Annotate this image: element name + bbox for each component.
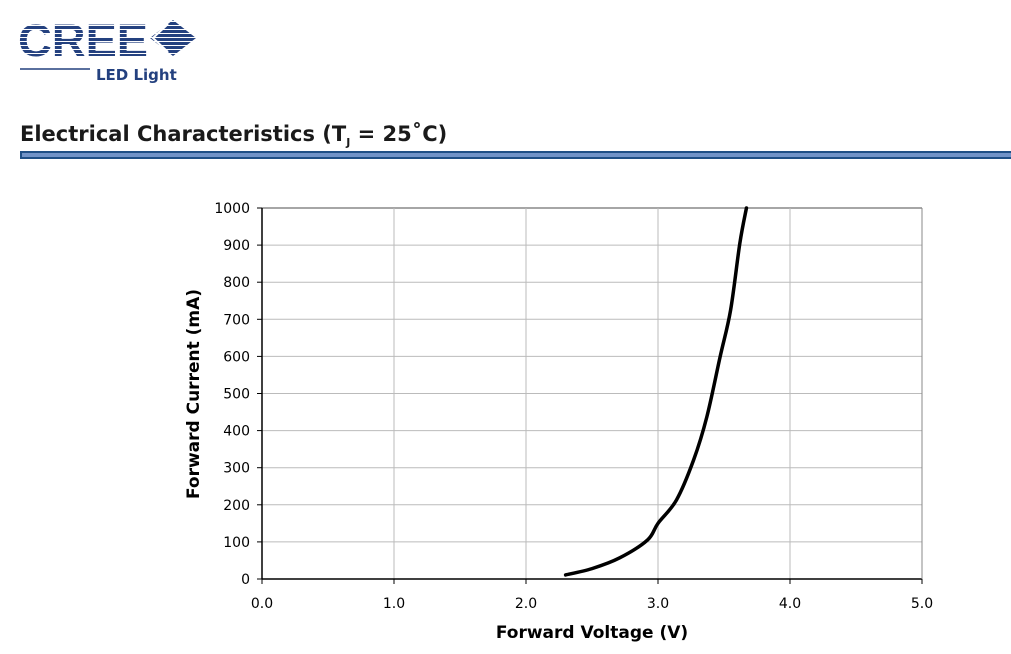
y-tick-label: 900 — [223, 238, 250, 254]
y-tick-label: 400 — [223, 424, 250, 440]
grid — [257, 207, 923, 584]
y-tick-label: 1000 — [214, 201, 250, 217]
y-tick-label: 300 — [223, 461, 250, 477]
y-tick-label: 800 — [223, 275, 250, 291]
tick-labels: 0 100 200 300 400 500 600 700 800 900 1000 0.0 1.0 2.… — [214, 201, 933, 612]
y-tick-label: 200 — [223, 498, 250, 514]
x-tick-label: 4.0 — [779, 596, 801, 612]
cree-logo: CREE LED Light — [18, 15, 196, 84]
y-axis-label: Forward Current (mA) — [184, 289, 204, 499]
y-tick-label: 0 — [241, 572, 250, 588]
section-title: Electrical Characteristics (TJ = 25˚C) — [20, 122, 448, 150]
x-tick-label: 3.0 — [647, 596, 669, 612]
x-tick-label: 0.0 — [251, 596, 273, 612]
x-tick-label: 5.0 — [911, 596, 933, 612]
svg-text:LED Light: LED Light — [96, 66, 177, 84]
y-tick-label: 600 — [223, 349, 250, 365]
y-tick-label: 500 — [223, 387, 250, 403]
series-line — [563, 206, 749, 577]
title-rule — [20, 151, 1011, 159]
x-tick-label: 1.0 — [383, 596, 405, 612]
x-tick-label: 2.0 — [515, 596, 537, 612]
y-tick-label: 700 — [223, 312, 250, 328]
svg-text:CREE: CREE — [18, 15, 148, 66]
y-tick-label: 100 — [223, 535, 250, 551]
x-axis-label: Forward Voltage (V) — [496, 623, 688, 643]
